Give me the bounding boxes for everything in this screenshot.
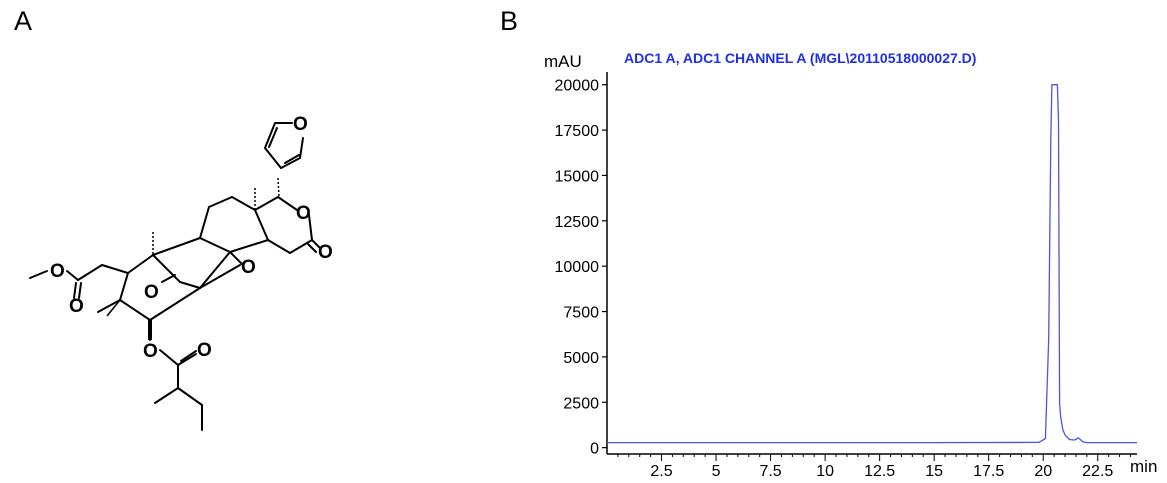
series-line: [607, 84, 1137, 444]
y-tick-label: 2500: [563, 395, 599, 412]
y-tick-label: 15000: [555, 168, 600, 185]
atom-o-acyloxy: O: [143, 341, 158, 362]
atom-o-ketone: O: [144, 282, 159, 303]
y-tick-label: 5000: [563, 350, 599, 367]
y-tick-label: 7500: [563, 305, 599, 322]
atom-o-furan: O: [293, 114, 308, 135]
atom-o-ester: O: [50, 261, 65, 282]
y-tick-label: 20000: [555, 78, 600, 95]
x-tick-label: 2.5: [650, 463, 672, 480]
axes: [606, 72, 1137, 455]
tick-group: 0 2500 5000 7500 10000 12500 15000 17500 20000 2.…: [555, 78, 1131, 480]
atom-o-lactone: O: [296, 203, 311, 224]
x-axis-label: min: [1130, 457, 1157, 476]
y-tick-label: 12500: [555, 214, 600, 231]
x-tick-label: 12.5: [864, 463, 895, 480]
y-axis-label: mAU: [544, 52, 582, 71]
atom-o-ester-carbonyl: O: [69, 296, 84, 317]
chromatogram-chart: mAU ADC1 A, ADC1 CHANNEL A (MGL\20110518…: [544, 50, 1157, 480]
x-tick-label: 22.5: [1082, 463, 1113, 480]
x-tick-label: 20: [1034, 463, 1052, 480]
x-tick-label: 5: [712, 463, 721, 480]
plot-area: [607, 84, 1137, 444]
x-tick-label: 7.5: [759, 463, 781, 480]
y-tick-label: 10000: [555, 259, 600, 276]
atom-o-acyl-carbonyl: O: [197, 340, 212, 361]
chart-title: ADC1 A, ADC1 CHANNEL A (MGL\201105180000…: [624, 50, 976, 66]
panel-label-a: A: [14, 6, 33, 36]
chemical-structure: O O O O O O O O O: [29, 114, 333, 431]
x-tick-label: 10: [816, 463, 834, 480]
y-tick-label: 0: [590, 441, 599, 458]
panel-label-b: B: [500, 6, 519, 36]
x-tick-label: 17.5: [973, 463, 1004, 480]
atom-o-epoxide: O: [241, 257, 256, 278]
x-tick-label: 15: [925, 463, 943, 480]
atom-o-carbonyl: O: [318, 242, 333, 263]
y-tick-label: 17500: [555, 123, 600, 140]
